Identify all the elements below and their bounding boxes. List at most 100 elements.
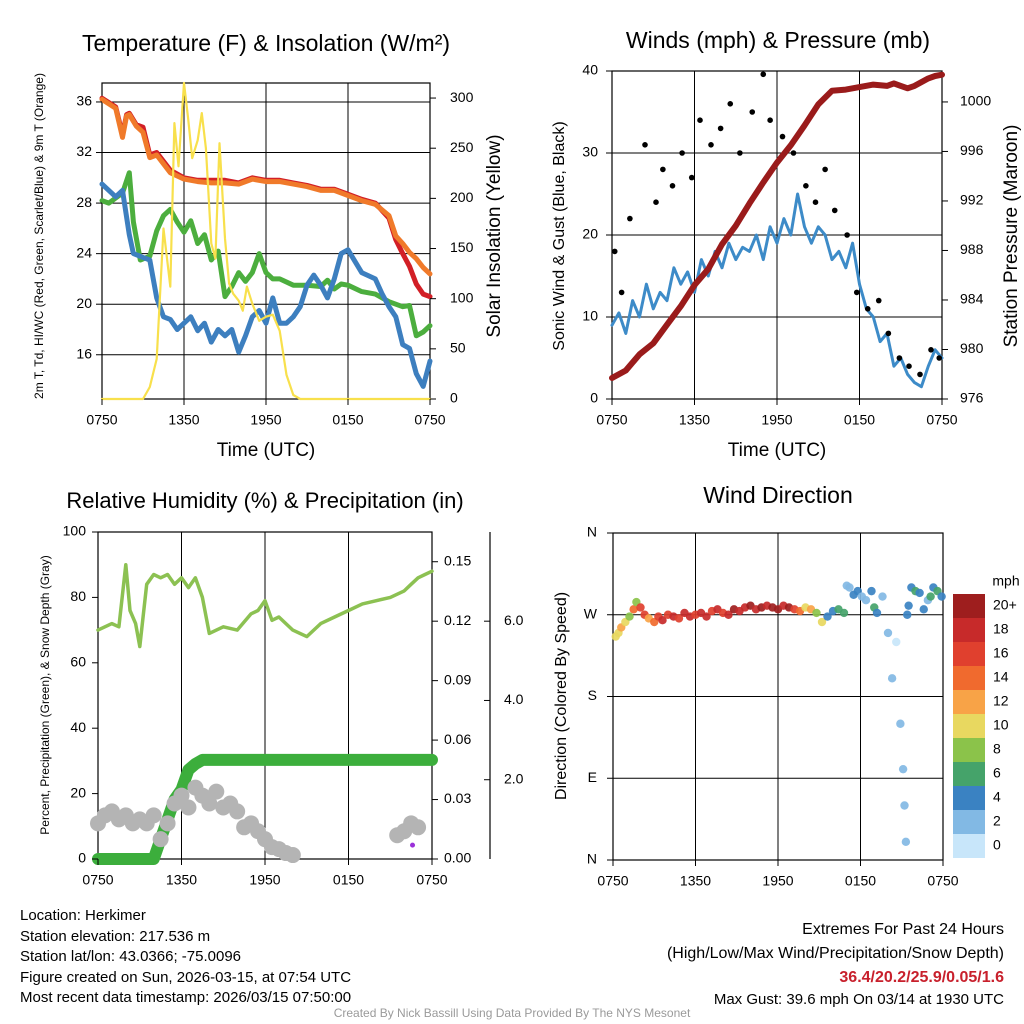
dir-legend-label-3: 14 bbox=[993, 669, 1009, 685]
dir-legend-swatch-7 bbox=[953, 762, 985, 786]
wind-ytick-left-label-3: 30 bbox=[582, 144, 598, 160]
dir-point-64 bbox=[904, 601, 913, 610]
rh-ytick-left-label-4: 80 bbox=[70, 588, 86, 604]
dir-legend-swatch-1 bbox=[953, 618, 985, 642]
temp-xtick-label-2: 1950 bbox=[250, 412, 281, 428]
dir-xtick-label-2: 1950 bbox=[762, 873, 793, 889]
dir-point-57 bbox=[887, 674, 897, 683]
temp-ytick-left-label-4: 32 bbox=[76, 143, 92, 159]
dir-xtick-label-4: 0750 bbox=[927, 873, 958, 889]
rh-ytick-left-label-3: 60 bbox=[70, 654, 86, 670]
wind-series-gust-point-4 bbox=[653, 199, 659, 205]
dir-point-68 bbox=[919, 605, 928, 614]
rh-series-snow-depth-point-28 bbox=[284, 847, 301, 864]
rh-series-snow-depth-point-16 bbox=[201, 795, 218, 812]
extremes-subtitle: (High/Low/Max Wind/Precipitation/Snow De… bbox=[666, 945, 1004, 962]
dir-point-55 bbox=[878, 592, 887, 601]
temp-xlabel: Time (UTC) bbox=[217, 440, 316, 461]
rh-ytick-left-label-1: 20 bbox=[70, 784, 86, 800]
rh-ytick-right-label-2: 0.06 bbox=[444, 731, 471, 747]
wind-xtick-label-3: 0150 bbox=[844, 412, 875, 428]
dir-point-59 bbox=[896, 719, 905, 728]
wind-ytick-right-label-6: 1000 bbox=[960, 93, 991, 109]
wind-series-gust-point-18 bbox=[790, 150, 797, 156]
dir-point-41 bbox=[817, 617, 827, 627]
rh-ytick-right-label-0: 0.00 bbox=[444, 850, 471, 866]
dir-ytick-label-3: W bbox=[584, 605, 598, 621]
rh-series-relative-humidity bbox=[96, 562, 434, 649]
dir-point-67 bbox=[915, 588, 924, 598]
wind-ytick-right-label-5: 996 bbox=[960, 142, 984, 158]
wind-series-gust-point-19 bbox=[803, 183, 809, 189]
dir-legend-label-5: 10 bbox=[993, 717, 1009, 733]
temp-ytick-left-label-0: 16 bbox=[76, 345, 92, 361]
wind-series-gust-point-0 bbox=[611, 248, 618, 255]
rh-series-snow-depth-point-32 bbox=[410, 819, 427, 836]
rh-title: Relative Humidity (%) & Precipitation (i… bbox=[66, 488, 463, 513]
dir-ytick-label-1: E bbox=[588, 769, 597, 785]
wind-series-gust-point-29 bbox=[906, 363, 912, 370]
dir-ytick-label-0: N bbox=[587, 851, 597, 867]
wind-ytick-right-label-1: 980 bbox=[960, 340, 984, 356]
dir-point-7 bbox=[636, 603, 645, 612]
wind-series-gust-point-30 bbox=[917, 371, 923, 378]
wind-series-gust-point-10 bbox=[708, 142, 714, 148]
wind-xtick-label-2: 1950 bbox=[761, 412, 792, 428]
wind-xtick-label-1: 1350 bbox=[679, 412, 710, 428]
wind-ytick-left-label-1: 10 bbox=[582, 308, 598, 324]
dir-legend-label-0: 20+ bbox=[993, 597, 1017, 613]
dir-xtick-label-1: 1350 bbox=[680, 873, 711, 889]
temp-xtick-label-3: 0150 bbox=[332, 412, 363, 428]
wind-series-gust-point-13 bbox=[737, 150, 743, 156]
dir-legend-title: mph bbox=[992, 573, 1019, 589]
extremes-box: Extremes For Past 24 Hours (High/Low/Max… bbox=[667, 918, 1004, 1010]
dir-legend-label-6: 8 bbox=[993, 741, 1001, 757]
dir-legend-swatch-6 bbox=[953, 738, 985, 762]
wind-series-gust-point-21 bbox=[822, 166, 828, 173]
dir-point-60 bbox=[898, 764, 908, 774]
temp-ytick-left-label-5: 36 bbox=[76, 93, 92, 109]
wind-series-gust-point-25 bbox=[864, 306, 871, 312]
figure-created: Figure created on Sun, 2026-03-15, at 07… bbox=[20, 968, 352, 986]
rh-series-snow-depth-point-20 bbox=[229, 803, 246, 820]
temp-ylabel-right: Solar Insolation (Yellow) bbox=[484, 134, 505, 337]
dir-legend-label-10: 0 bbox=[993, 837, 1001, 853]
dir-legend-swatch-5 bbox=[953, 714, 985, 738]
dir-point-24 bbox=[724, 610, 733, 619]
temp-ytick-right-label-6: 300 bbox=[450, 89, 474, 105]
dir-legend-swatch-9 bbox=[953, 810, 985, 834]
temp-ytick-right-label-2: 100 bbox=[450, 289, 474, 305]
credit-line: Created By Nick Bassill Using Data Provi… bbox=[333, 1006, 691, 1020]
station-info: Location: Herkimer Station elevation: 21… bbox=[20, 906, 351, 1009]
dir-point-47 bbox=[845, 583, 854, 592]
wind-series-gust-point-14 bbox=[749, 109, 756, 115]
dir-point-40 bbox=[812, 608, 821, 618]
rh-series-snow-depth-point-13 bbox=[180, 799, 197, 816]
rh-xtick-label-4: 0750 bbox=[416, 872, 447, 888]
dir-legend-label-1: 18 bbox=[993, 621, 1009, 637]
temp-series-solar-insolation bbox=[100, 81, 432, 401]
rh-xtick-label-3: 0150 bbox=[333, 872, 364, 888]
temp-ytick-right-label-4: 200 bbox=[450, 189, 474, 205]
recent-data-timestamp: Most recent data timestamp: 2026/03/15 0… bbox=[20, 989, 352, 1006]
wind-series-gust-point-9 bbox=[697, 117, 703, 123]
wind-series-gust-point-28 bbox=[896, 355, 903, 361]
rh-ytick-left-label-5: 100 bbox=[63, 523, 87, 539]
rh-ytick-right-label-4: 0.12 bbox=[444, 612, 471, 628]
wind-series-gust-point-26 bbox=[875, 297, 882, 304]
wind-series-gust-point-23 bbox=[844, 232, 850, 238]
wind-ytick-right-label-3: 988 bbox=[960, 241, 984, 257]
temp-ytick-left-label-1: 20 bbox=[76, 295, 92, 311]
max-gust: Max Gust: 39.6 mph On 03/14 at 1930 UTC bbox=[713, 991, 1004, 1008]
dir-ylabel-left: Direction (Colored By Speed) bbox=[553, 592, 570, 800]
wind-ylabel-left: Sonic Wind & Gust (Blue, Black) bbox=[551, 121, 568, 350]
dir-point-51 bbox=[861, 596, 871, 605]
dir-legend-swatch-0 bbox=[953, 594, 985, 618]
station-latlon: Station lat/lon: 43.0366; -75.0096 bbox=[20, 948, 242, 965]
wind-series-gust-point-15 bbox=[760, 71, 767, 78]
rh-ytick-left-label-2: 40 bbox=[70, 719, 86, 735]
wind-series-gust-point-17 bbox=[779, 133, 786, 140]
rh-ytick-left-label-0: 0 bbox=[78, 850, 86, 866]
dir-legend-swatch-2 bbox=[953, 642, 985, 666]
